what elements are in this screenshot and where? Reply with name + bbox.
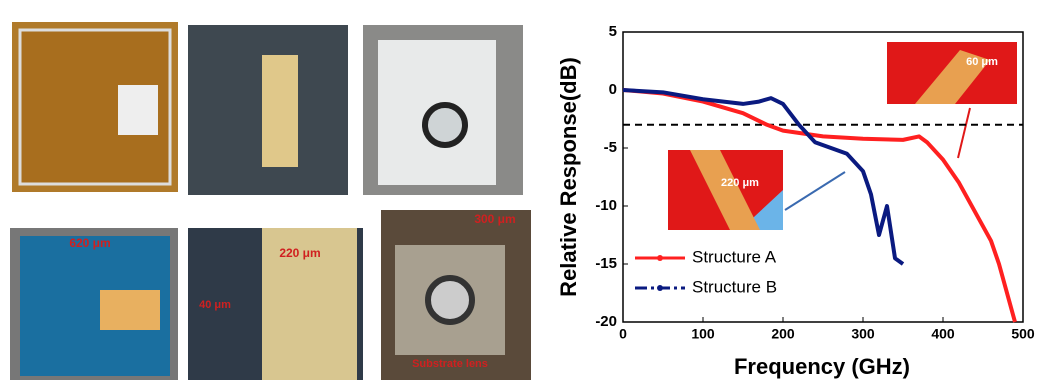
x-tick-label: 200 [771,326,795,342]
x-tick-label: 300 [851,326,875,342]
y-tick-label: -20 [595,313,617,330]
y-tick-label: 0 [609,81,617,98]
photo-label: 40 μm [199,299,231,311]
photo-label: 620 μm [69,236,110,250]
y-tick-label: 5 [609,23,617,40]
x-tick-label: 400 [931,326,955,342]
photo-label: Substrate lens [412,358,488,370]
arrow [784,171,846,211]
pad [262,228,357,380]
legend-label: Structure B [692,277,777,296]
inset-label: 60 μm [966,56,998,68]
photo-label: 220 μm [279,246,320,260]
x-tick-label: 0 [619,326,627,342]
inset-shape [690,150,760,230]
lens [425,275,475,325]
arrow [957,107,971,159]
pad [118,85,158,135]
y-tick-label: -5 [604,139,617,156]
y-axis-label: Relative Response(dB) [556,57,581,297]
pad [262,55,298,167]
pad [100,290,160,330]
lens [422,102,468,148]
y-tick-label: -15 [595,255,617,272]
series-line [622,88,1017,323]
x-tick-label: 100 [691,326,715,342]
inset-shape [915,50,990,104]
legend-label: Structure A [692,247,777,266]
x-axis-label: Frequency (GHz) [734,354,910,379]
legend-marker [657,255,663,261]
photos: 620 μm 220 μm 40 μm 300 μm Substrate len… [10,22,531,380]
insets: 60 μm 220 μm [668,42,1017,230]
inset-label: 220 μm [721,177,759,189]
y-tick-label: -10 [595,197,617,214]
series-line [622,88,905,266]
plot-frame [622,31,1024,323]
legend-marker [657,285,663,291]
photo-label: 300 μm [474,212,515,226]
x-tick-label: 500 [1011,326,1035,342]
